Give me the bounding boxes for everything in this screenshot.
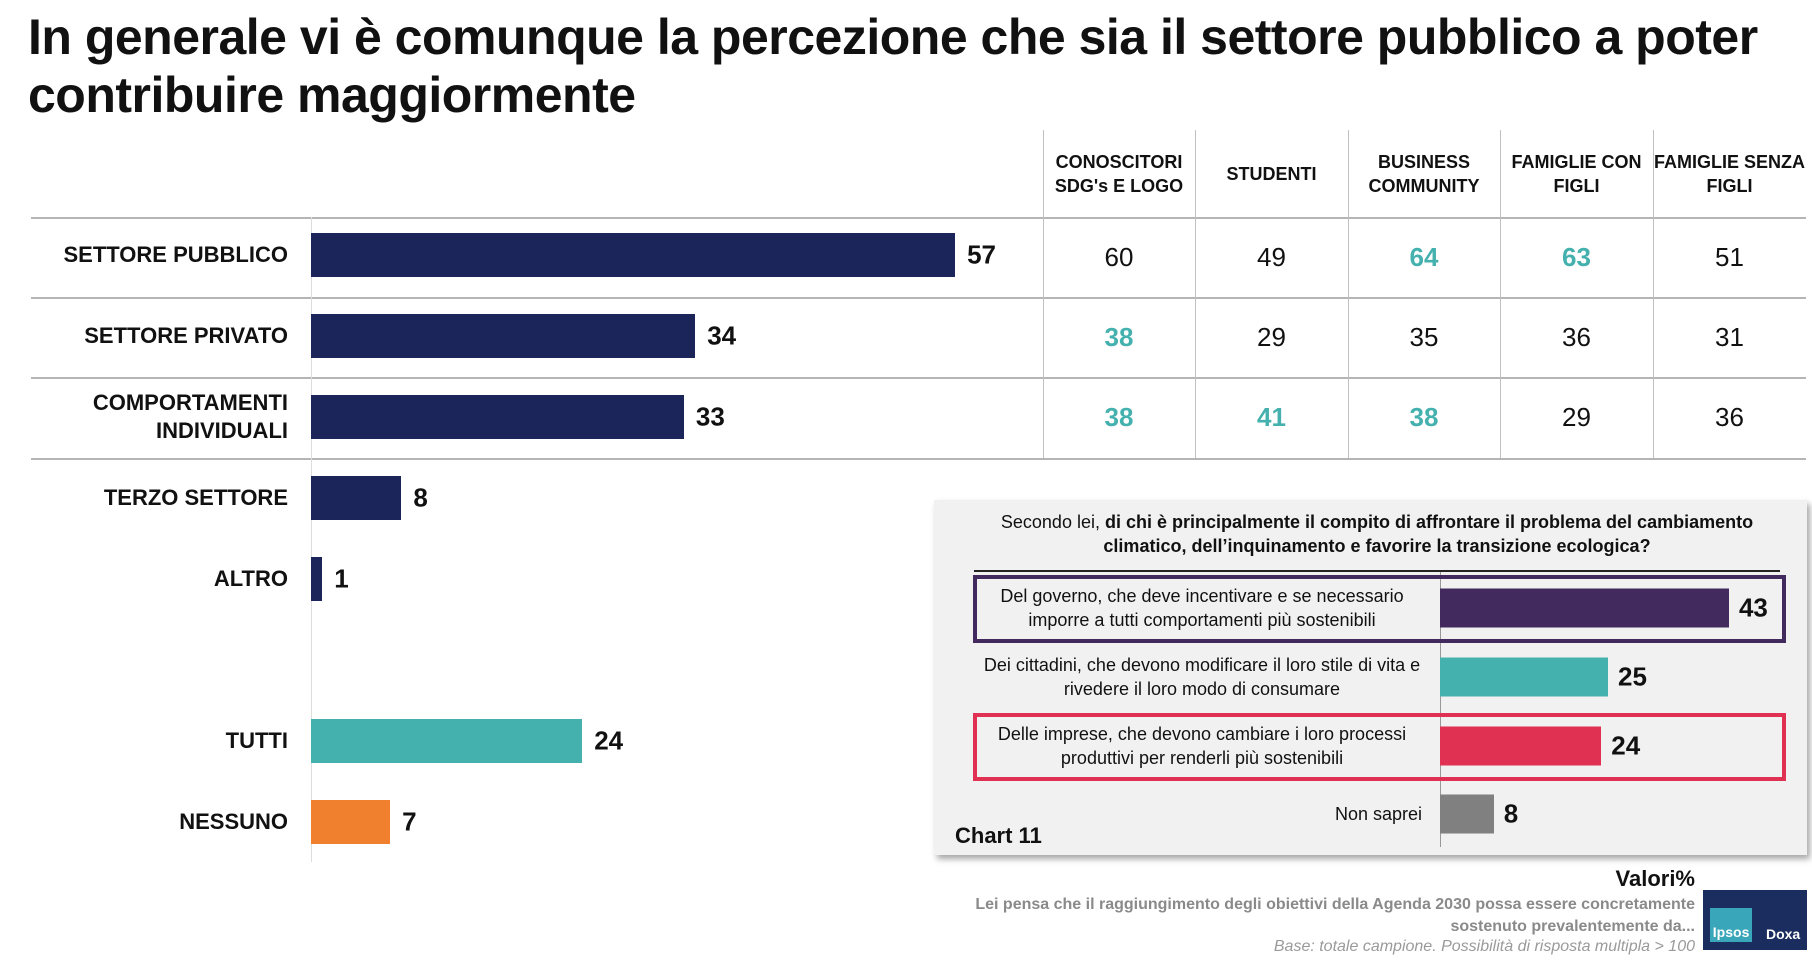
table-column-divider [1195, 130, 1196, 458]
column-header: FAMIGLIE CON FIGLI [1511, 151, 1642, 196]
inset-divider [974, 570, 1780, 572]
bar-value: 57 [967, 239, 997, 270]
inset-bar [1440, 794, 1494, 834]
page-title: In generale vi è comunque la percezione … [28, 9, 1758, 123]
table-row-divider [31, 458, 1806, 460]
table-cell: 36 [1562, 321, 1591, 352]
inset-bar-label: Delle imprese, che devono cambiare i lor… [997, 724, 1407, 768]
bar [311, 719, 583, 763]
highlight-box-businesses [973, 713, 1786, 781]
bar [311, 476, 402, 520]
inset-question: Secondo lei, di chi è principalmente il … [974, 510, 1780, 558]
table-row-divider [31, 377, 1806, 379]
inset-bar [1440, 588, 1729, 628]
bar [311, 557, 323, 601]
table-cell: 38 [1104, 321, 1134, 352]
inset-bar-value: 43 [1738, 592, 1768, 623]
logo-ipsos: Ipsos [1709, 908, 1753, 942]
table-column-divider [1043, 130, 1044, 458]
question-bold: di chi è principalmente il compito di af… [1103, 512, 1754, 556]
table-cell: 38 [1104, 402, 1134, 432]
bar [311, 314, 696, 358]
table-column-divider [1500, 130, 1501, 458]
inset-axis [1440, 572, 1441, 847]
column-header: BUSINESS COMMUNITY [1368, 151, 1480, 196]
table-cell: 36 [1715, 402, 1744, 432]
inset-bar-value: 24 [1611, 730, 1641, 761]
chart-axis [311, 217, 312, 862]
column-header: STUDENTI [1226, 163, 1317, 184]
table-cell: 29 [1257, 321, 1286, 352]
bar-value: 1 [334, 563, 349, 594]
table-cell: 63 [1562, 241, 1591, 272]
highlight-box-government [973, 575, 1786, 643]
bar-label: SETTORE PUBBLICO [63, 242, 288, 267]
bar-value: 33 [695, 401, 725, 432]
table-cell: 49 [1257, 241, 1286, 272]
table-cell: 60 [1104, 241, 1134, 272]
bar-label: COMPORTAMENTI INDIVIDUALI [92, 390, 288, 443]
table-cell: 41 [1257, 402, 1286, 432]
bar [311, 233, 956, 277]
table-column-divider [1348, 130, 1349, 458]
table-cell: 38 [1409, 402, 1439, 432]
logo-doxa: Doxa [1765, 926, 1801, 942]
bar-label: ALTRO [213, 566, 288, 591]
bar-label: SETTORE PRIVATO [84, 323, 288, 348]
chart-number-label: Chart 11 [955, 823, 1042, 848]
footer-base: Base: totale campione. Possibilità di ri… [1273, 938, 1695, 955]
bar-label: NESSUNO [179, 809, 288, 834]
inset-bar-label: Non saprei [1334, 804, 1422, 824]
bar-value: 7 [402, 806, 417, 837]
inset-bar-value: 8 [1503, 798, 1519, 829]
footer-question: Lei pensa che il raggiungimento degli ob… [975, 896, 1695, 935]
table-cell: 29 [1562, 402, 1591, 432]
table-cell: 64 [1409, 241, 1439, 272]
bar-value: 8 [413, 482, 428, 513]
table-column-divider [1653, 130, 1654, 458]
bar [311, 395, 684, 439]
ipsos-doxa-logo: Ipsos Doxa [1703, 890, 1807, 950]
table-cell: 35 [1409, 321, 1439, 352]
bar [311, 800, 391, 844]
bar-label: TERZO SETTORE [103, 485, 288, 510]
column-header: FAMIGLIE SENZA FIGLI [1653, 151, 1805, 196]
bar-value: 24 [594, 725, 624, 756]
inset-bar-value: 25 [1618, 661, 1647, 692]
table-cell: 51 [1715, 241, 1744, 272]
inset-bar-label: Del governo, che deve incentivare e se n… [1000, 586, 1404, 630]
inset-chart-panel [934, 500, 1807, 855]
table-row-divider [31, 297, 1806, 299]
inset-bar [1440, 657, 1608, 697]
bar-label: TUTTI [225, 728, 288, 753]
bar-value: 34 [707, 320, 737, 351]
inset-bar [1440, 726, 1602, 766]
question-intro: Secondo lei, [1000, 512, 1105, 532]
table-row-divider [31, 217, 1806, 219]
table-cell: 31 [1715, 321, 1744, 352]
unit-label: Valori% [1615, 866, 1695, 891]
inset-bar-label: Dei cittadini, che devono modificare il … [983, 655, 1421, 699]
column-header: CONOSCITORI SDG's E LOGO [1054, 151, 1184, 196]
